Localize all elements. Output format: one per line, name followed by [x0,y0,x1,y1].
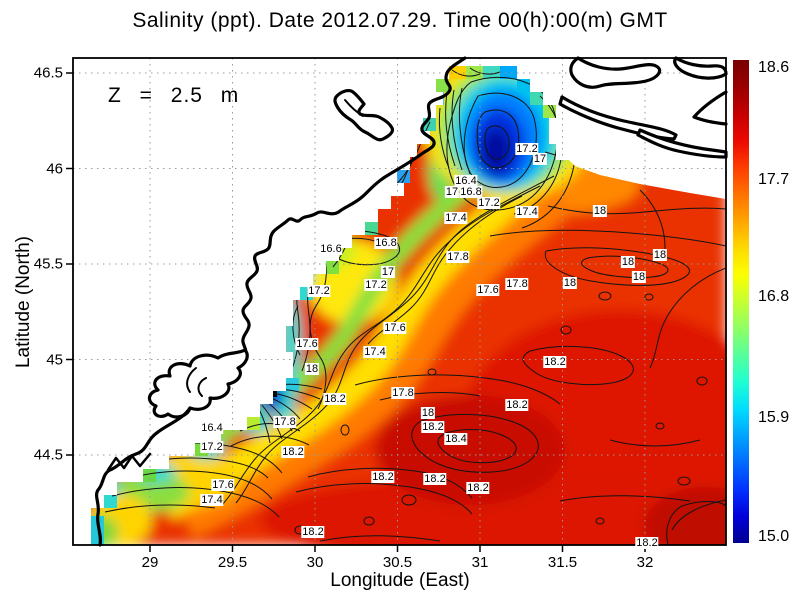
contour-label: 17.6 [383,322,407,334]
contour-label: 17 [444,186,460,198]
colorbar [733,60,749,543]
contour-label: 17.2 [364,279,388,291]
colorbar-tick-label: 15.0 [758,528,790,545]
y-tick-label: 44.5 [33,446,63,464]
contour-label: 17 [380,266,396,278]
contour-label: 17.2 [515,143,539,155]
colorbar-tick-label: 17.7 [758,171,790,188]
sea-fill [91,66,726,545]
depth-annotation: Z = 2.5 m [108,84,240,107]
contour-label: 17 [532,153,548,165]
x-tick-label: 29.5 [217,554,248,571]
x-tick-label: 31 [471,554,489,571]
contour-label: 16.6 [319,243,343,255]
contour-label: 16.4 [454,175,478,187]
contour-label: 18.2 [423,473,447,485]
contour-label: 17.2 [477,197,501,209]
contour-label: 16.4 [200,422,224,434]
contour-label: 17.4 [444,212,468,224]
contour-label: 16.8 [459,186,483,198]
contour-label: 17.6 [211,479,235,491]
contour-label: 18.2 [635,537,659,549]
contour-label: 17.8 [273,416,297,428]
contour-label: 18.4 [444,433,468,445]
coastline [94,56,728,547]
contour-label: 18.2 [301,526,325,538]
contour-label: 17.6 [295,338,319,350]
colorbar-tick-label: 15.9 [758,409,790,426]
y-tick-label: 46 [46,160,63,177]
contour-label: 18 [620,256,636,268]
contour-label: 18 [592,205,608,217]
contour-label: 17.8 [391,387,415,399]
contour-label: 17.4 [515,206,539,218]
gridlines [73,58,726,545]
plot-title: Salinity (ppt). Date 2012.07.29. Time 00… [132,9,668,32]
contour-label: 18.2 [421,421,445,433]
y-tick-label: 46.5 [33,64,63,82]
contour-label: 18 [420,407,436,419]
contour-label: 17.2 [200,441,224,453]
contour-label: 18.2 [543,356,567,368]
contour-label: 18 [652,249,668,261]
x-tick-label: 30 [306,554,324,571]
contour-label: 16.8 [374,237,398,249]
colorbar-tick-label: 18.6 [758,59,790,76]
x-tick-label: 30.5 [382,554,413,571]
x-tick-label: 32 [636,554,654,571]
contour-label: 17.6 [476,284,500,296]
contour-label: 18.2 [281,446,305,458]
x-axis-label: Longitude (East) [330,570,470,591]
contour-label: 17.4 [363,346,387,358]
contour-label: 18.2 [371,471,395,483]
contour-label: 18 [631,271,647,283]
contour-label: 18.2 [505,399,529,411]
contour-label: 18.2 [466,482,490,494]
contour-label: 17.2 [307,285,331,297]
x-tick-label: 31.5 [547,554,578,571]
plot-frame [72,57,727,546]
contour-label: 17.8 [505,278,529,290]
contour-label: 18 [304,363,320,375]
y-tick-label: 45 [46,351,63,368]
y-tick-label: 45.5 [33,255,63,273]
y-axis-label: Latitude (North) [13,235,34,369]
contour-label: 18.2 [323,393,347,405]
contour-label: 17.8 [446,251,470,263]
contour-label: 18 [562,277,578,289]
x-tick-label: 29 [141,554,159,571]
contour-label: 17.4 [200,494,224,506]
colorbar-tick-label: 16.8 [758,288,790,305]
